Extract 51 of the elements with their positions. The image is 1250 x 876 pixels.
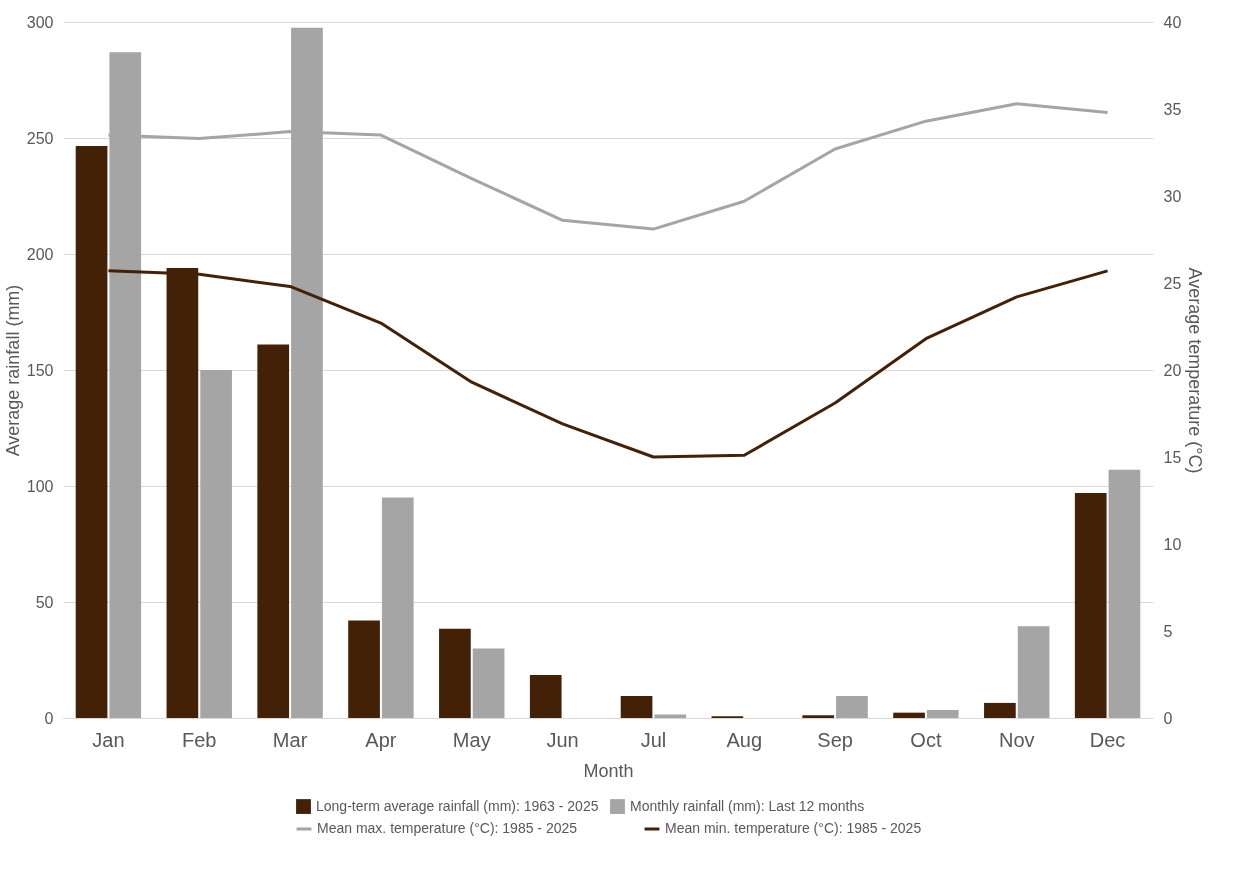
legend-label: Monthly rainfall (mm): Last 12 months (630, 797, 865, 814)
legend-label: Mean min. temperature (°C): 1985 - 2025 (665, 820, 922, 836)
y-tick-label: 50 (35, 593, 54, 611)
x-tick-label: Jan (92, 728, 125, 751)
x-tick-label: Jul (640, 728, 667, 751)
x-tick-label: Sep (817, 728, 853, 751)
bar (472, 648, 505, 718)
bar (893, 712, 925, 718)
y2-tick-label: 35 (1163, 100, 1182, 118)
bar (1017, 626, 1050, 718)
x-tick-label: Aug (726, 728, 763, 751)
y-tick-label: 250 (26, 129, 54, 147)
legend-label: Long-term average rainfall (mm): 1963 - 2025 (316, 797, 599, 814)
bar (1108, 469, 1141, 718)
bar (836, 695, 868, 718)
y2-tick-label: 25 (1163, 274, 1182, 292)
y2-tick-label: 20 (1163, 361, 1182, 379)
bar (1074, 492, 1107, 718)
y2-tick-label: 40 (1163, 13, 1182, 31)
bar (348, 620, 380, 718)
y-tick-label: 200 (26, 245, 54, 263)
bar (802, 715, 835, 718)
bar (439, 628, 471, 718)
x-tick-label: Nov (998, 728, 1035, 751)
bar (200, 370, 232, 718)
legend-label: Mean max. temperature (°C): 1985 - 2025 (317, 820, 578, 836)
bar (381, 497, 414, 718)
y-tick-label: 300 (26, 13, 54, 31)
x-tick-label: Apr (365, 728, 397, 751)
y2-tick-label: 5 (1163, 622, 1173, 640)
bar (926, 709, 959, 718)
x-tick-label: Feb (182, 728, 217, 751)
bar (257, 344, 290, 718)
y-axis-title: Average rainfall (mm) (2, 284, 23, 457)
x-tick-label: May (452, 728, 491, 751)
y2-tick-label: 0 (1163, 709, 1173, 727)
x-tick-label: Jun (546, 728, 579, 751)
y-tick-label: 100 (26, 477, 54, 495)
x-tick-label: Mar (272, 728, 308, 751)
y2-tick-label: 15 (1163, 448, 1182, 466)
bar (529, 675, 562, 718)
x-tick-label: Dec (1089, 728, 1126, 751)
bar (620, 695, 653, 718)
y-tick-label: 150 (26, 361, 54, 379)
y-tick-label: 0 (44, 709, 54, 727)
y2-tick-label: 30 (1163, 187, 1182, 205)
x-tick-label: Oct (910, 728, 942, 751)
x-axis-title: Month (583, 760, 634, 781)
y2-tick-label: 10 (1163, 535, 1182, 553)
y2-axis-title: Average temperature (°C) (1185, 267, 1206, 474)
bar (984, 702, 1016, 718)
